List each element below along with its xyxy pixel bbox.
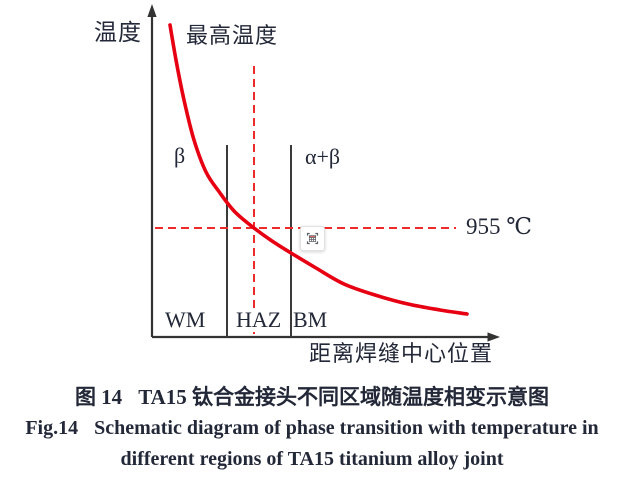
caption-english-text2: different regions of TA15 titanium alloy… — [120, 448, 504, 470]
beta-phase-label: β — [174, 143, 186, 168]
caption-english-line2: different regions of TA15 titanium alloy… — [0, 448, 624, 471]
zone-label-wm: WM — [165, 307, 206, 332]
caption-chinese-number: 图 14 — [74, 385, 123, 409]
temperature-curve — [168, 23, 469, 316]
zone-label-haz: HAZ — [234, 307, 284, 333]
caption-chinese: 图 14 TA15 钛合金接头不同区域随温度相变示意图 — [0, 381, 624, 411]
peak-temperature-label: 最高温度 — [186, 23, 279, 48]
caption-english-line1: Fig.14 Schematic diagram of phase transit… — [0, 417, 624, 440]
reference-temperature-label: 955 ℃ — [466, 214, 532, 239]
x-axis-arrow — [487, 332, 500, 342]
caption-english-number: Fig.14 — [25, 417, 79, 439]
x-axis-label: 距离焊缝中心位置 — [309, 341, 494, 366]
caption-chinese-text: TA15 钛合金接头不同区域随温度相变示意图 — [138, 385, 550, 409]
table-capture-icon[interactable] — [300, 226, 325, 251]
alpha-beta-phase-label: α+β — [305, 144, 341, 169]
table-capture-glyph — [306, 232, 319, 245]
caption-english-text1: Schematic diagram of phase transition wi… — [94, 417, 599, 439]
phase-diagram-plot — [147, 4, 500, 342]
y-axis-arrow — [147, 4, 157, 17]
zone-label-bm: BM — [293, 307, 328, 332]
y-axis-label: 温度 — [94, 20, 142, 45]
